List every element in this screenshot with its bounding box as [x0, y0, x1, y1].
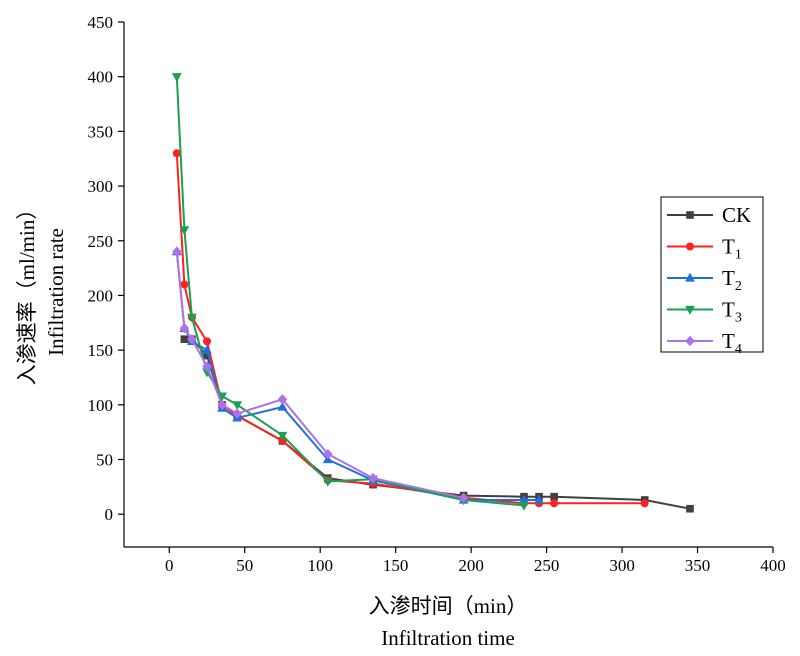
- legend-marker: [685, 335, 695, 347]
- data-point: [277, 394, 288, 405]
- data-point: [640, 499, 649, 508]
- data-point: [179, 226, 190, 236]
- x-tick-label: 250: [534, 556, 560, 575]
- data-point: [322, 477, 333, 487]
- data-point: [187, 333, 197, 345]
- series-t4: [172, 246, 469, 503]
- x-axis-title-cn: 入渗时间（min）: [369, 594, 528, 618]
- legend-marker: [685, 272, 695, 282]
- data-point: [180, 335, 189, 343]
- x-tick-label: 200: [458, 556, 484, 575]
- y-tick-label: 450: [88, 13, 114, 32]
- data-point: [180, 280, 189, 289]
- series-t1: [172, 149, 649, 508]
- y-tick-label: 100: [88, 396, 114, 415]
- y-axis-title-en: Infiltration rate: [44, 228, 68, 356]
- series-line: [184, 338, 691, 510]
- y-tick-label: 150: [88, 341, 114, 360]
- data-point: [232, 401, 243, 411]
- data-point: [172, 246, 182, 257]
- data-point: [323, 448, 333, 460]
- x-tick-label: 350: [685, 556, 711, 575]
- legend-item: CK: [667, 203, 751, 227]
- y-tick-label: 300: [88, 177, 114, 196]
- y-tick-label: 250: [88, 232, 114, 251]
- y-tick-label: 400: [88, 68, 114, 87]
- legend-marker: [686, 242, 695, 251]
- data-point: [217, 392, 227, 402]
- data-point: [187, 313, 197, 323]
- data-point: [171, 73, 182, 83]
- x-tick-label: 400: [760, 556, 786, 575]
- legend-box: [660, 196, 764, 353]
- data-point: [534, 494, 544, 504]
- y-tick-label: 50: [96, 451, 113, 470]
- legend-marker: [686, 211, 694, 219]
- data-point: [519, 501, 529, 511]
- y-tick-label: 200: [88, 286, 114, 305]
- x-axis-title-en: Infiltration time: [381, 626, 515, 650]
- data-point: [550, 499, 559, 508]
- data-point: [203, 337, 212, 346]
- series-t2: [171, 246, 544, 504]
- data-point: [550, 492, 558, 501]
- data-point: [179, 323, 190, 334]
- data-point: [202, 344, 212, 354]
- series-line: [175, 251, 540, 501]
- series-t3: [171, 73, 529, 511]
- series-line: [175, 153, 645, 505]
- legend-marker: [685, 305, 695, 315]
- data-point: [277, 401, 288, 411]
- data-point: [232, 408, 242, 419]
- x-tick-label: 50: [236, 556, 253, 575]
- legend-item: T4: [667, 329, 742, 357]
- x-tick-label: 0: [165, 556, 174, 575]
- y-tick-label: 350: [88, 122, 114, 141]
- x-tick-label: 300: [609, 556, 635, 575]
- data-point: [458, 492, 469, 503]
- y-axis-title-cn: 入渗速率（ml/min）: [15, 199, 39, 386]
- data-point: [217, 399, 227, 411]
- y-tick-label: 0: [105, 505, 114, 524]
- data-point: [202, 361, 212, 372]
- data-point: [172, 149, 181, 158]
- legend-item: T3: [667, 298, 742, 326]
- series-layer: [171, 73, 694, 513]
- x-tick-label: 100: [307, 556, 333, 575]
- series-line: [175, 251, 464, 499]
- x-tick-label: 150: [383, 556, 409, 575]
- data-point: [368, 472, 378, 484]
- series-ck: [180, 335, 694, 513]
- legend-label: CK: [722, 203, 751, 227]
- data-point: [686, 504, 694, 513]
- data-point: [277, 431, 288, 441]
- axes: 0 50 100 150 200 250 300 350 400 0 50 100 150 200 250 3…: [88, 13, 786, 575]
- series-line: [175, 76, 525, 507]
